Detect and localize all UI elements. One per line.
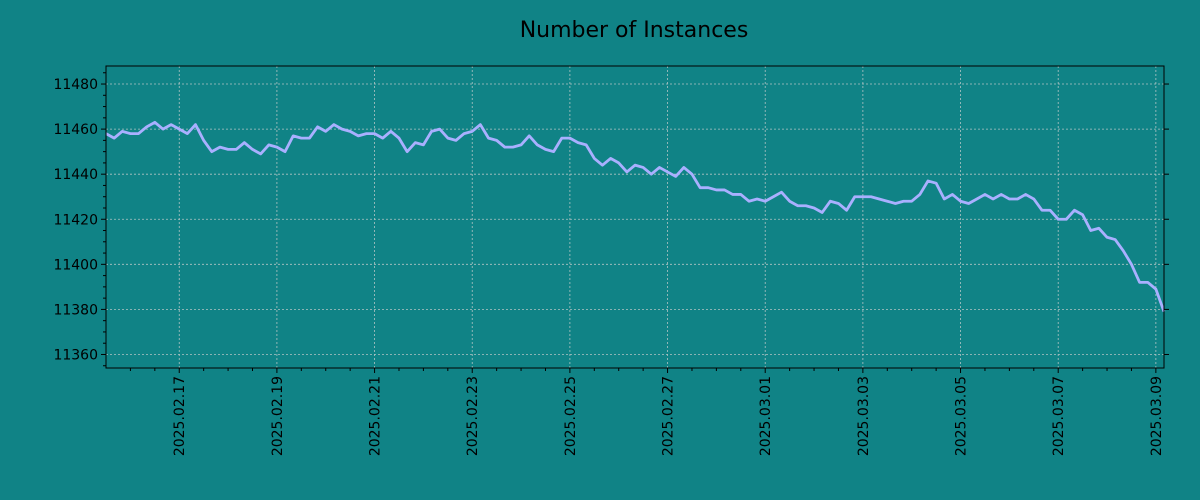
x-tick-label: 2025.03.09: [1149, 376, 1165, 456]
x-tick-label: 2025.02.17: [172, 376, 188, 456]
x-tick-label: 2025.03.03: [856, 376, 872, 456]
x-tick-label: 2025.03.07: [1051, 376, 1067, 456]
y-tick-label: 11400: [53, 257, 98, 273]
y-tick-label: 11380: [53, 302, 98, 318]
series-layer: [105, 120, 1166, 313]
x-tick-label: 2025.02.21: [368, 376, 384, 456]
x-tick-label: 2025.02.23: [465, 376, 481, 456]
y-tick-label: 11460: [53, 122, 98, 138]
y-tick-label: 11360: [53, 347, 98, 363]
y-tick-label: 11420: [53, 212, 98, 228]
x-tick-label: 2025.03.01: [758, 376, 774, 456]
x-tick-label: 2025.02.19: [270, 376, 286, 456]
x-tick-label: 2025.03.05: [954, 376, 970, 456]
x-tick-label: 2025.02.27: [661, 376, 677, 456]
grid: [106, 66, 1164, 368]
chart-title: Number of Instances: [520, 18, 749, 43]
y-tick-label: 11480: [53, 77, 98, 93]
axes: 11360 11380 11400 11420 11440 11460 11480 2025.…: [53, 72, 1169, 456]
y-tick-label: 11440: [53, 167, 98, 183]
x-tick-label: 2025.02.25: [563, 376, 579, 456]
plot-frame: [105, 65, 1165, 369]
series-line: [105, 120, 1166, 313]
